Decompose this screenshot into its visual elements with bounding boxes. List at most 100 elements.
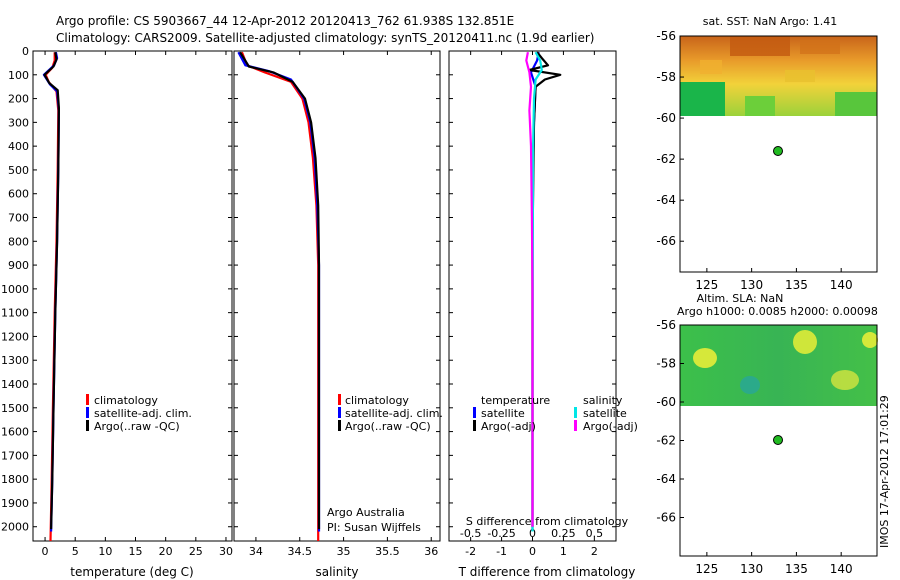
y-tick-label: 500 (8, 164, 29, 177)
x-tick-label: 135 (785, 278, 808, 292)
salinity-xlabel: salinity (315, 565, 358, 579)
y-tick-label: 600 (8, 188, 29, 201)
figure-title-line2: Climatology: CARS2009. Satellite-adjuste… (56, 31, 594, 45)
difference-axes: -2 -1 0 1 2 -0.5 -0.25 0 0.25 0.5 (449, 50, 616, 558)
sla-eddy (862, 332, 878, 348)
legend-header-salinity: salinity (583, 394, 623, 407)
x2-tick-label: -0.5 (460, 527, 481, 540)
temperature-xlabel: temperature (deg C) (70, 565, 193, 579)
y-tick-label: -62 (656, 434, 676, 448)
sla-map (679, 324, 878, 557)
sla-map-axes: 125 130 135 140 -56 -58 -60 -62 -64 -66 (656, 318, 852, 576)
y-tick-label: -56 (656, 29, 676, 43)
legend-swatch-argo (338, 420, 341, 431)
x-tick-label: 10 (98, 545, 112, 558)
x-tick-label: 36 (424, 545, 438, 558)
difference-series (525, 51, 562, 532)
x-tick-label: 30 (219, 545, 233, 558)
legend-header-temperature: temperature (481, 394, 550, 407)
legend-swatch-s-argo (574, 420, 577, 431)
x-tick-label: 140 (830, 562, 853, 576)
sla-map-subtitle: Argo h1000: 0.0085 h2000: 0.00098 (677, 305, 878, 318)
x-tick-label: 34 (249, 545, 263, 558)
y-tick-label: 100 (8, 69, 29, 82)
y-tick-label: -66 (656, 511, 676, 525)
sst-map-frame (679, 35, 878, 273)
sst-patch (785, 70, 815, 82)
sla-eddy (740, 376, 760, 394)
series-line-salinity-argo-adj- (525, 51, 534, 527)
y-tick-label: 300 (8, 116, 29, 129)
y-tick-label: 1500 (1, 402, 29, 415)
x-tick-label: -2 (465, 545, 476, 558)
series-line-satellite-adj-clim- (237, 51, 321, 532)
sla-eddy (693, 348, 717, 368)
salinity-axes: 34 34.5 35 35.5 36 (234, 50, 440, 558)
x-tick-label: 34.5 (287, 545, 312, 558)
y-tick-label: 1600 (1, 426, 29, 439)
temperature-axes: 0 5 10 15 20 25 300100200300400500600700800900… (1, 45, 233, 558)
legend-swatch-s-satellite (574, 407, 577, 418)
legend-label-argo: Argo(..raw -QC) (345, 420, 431, 433)
x-tick-label: 15 (129, 545, 143, 558)
y-tick-label: -60 (656, 111, 676, 125)
y-tick-label: 1400 (1, 378, 29, 391)
y-tick-label: -62 (656, 152, 676, 166)
legend-swatch-climatology (86, 394, 89, 405)
legend-label-satellite: satellite-adj. clim. (94, 407, 192, 420)
y-tick-label: 2000 (1, 521, 29, 534)
sst-patch (700, 60, 722, 74)
y-tick-label: 900 (8, 259, 29, 272)
x-tick-label: 1 (560, 545, 567, 558)
legend-swatch-t-argo (473, 420, 476, 431)
x-tick-label: 0 (529, 545, 536, 558)
legend-label-t-argo: Argo(-adj) (481, 420, 536, 433)
series-line-argo-raw-qc- (43, 52, 60, 530)
y-tick-label: -64 (656, 472, 676, 486)
legend-swatch-satellite (338, 407, 341, 418)
y-tick-label: 1900 (1, 497, 29, 510)
salinity-legend: climatology satellite-adj. clim. Argo(..… (338, 394, 443, 433)
sst-patch (835, 92, 877, 116)
figure-title-line1: Argo profile: CS 5903667_44 12-Apr-2012 … (56, 14, 514, 28)
difference-xlabel2: S difference from climatology (466, 515, 629, 528)
series-line-salinity-satellite (531, 51, 543, 532)
x-tick-label: 135 (785, 562, 808, 576)
temperature-legend: climatology satellite-adj. clim. Argo(..… (86, 394, 192, 433)
legend-label-argo: Argo(..raw -QC) (94, 420, 180, 433)
sst-patch (800, 40, 840, 54)
legend-swatch-satellite (86, 407, 89, 418)
y-tick-label: 1300 (1, 354, 29, 367)
x2-tick-label: 0.5 (586, 527, 604, 540)
float-position-marker (773, 146, 783, 156)
x-tick-label: 130 (740, 278, 763, 292)
x-tick-label: 35.5 (375, 545, 400, 558)
y-tick-label: 1800 (1, 473, 29, 486)
y-tick-label: 1100 (1, 307, 29, 320)
difference-xlabel: T difference from climatology (458, 565, 636, 579)
y-tick-label: 200 (8, 93, 29, 106)
y-tick-label: 400 (8, 140, 29, 153)
sst-map-title: sat. SST: NaN Argo: 1.41 (703, 15, 837, 28)
y-tick-label: -56 (656, 318, 676, 332)
x-tick-label: 5 (72, 545, 79, 558)
legend-label-climatology: climatology (345, 394, 409, 407)
x-tick-label: 20 (159, 545, 173, 558)
x-tick-label: 125 (695, 562, 718, 576)
float-position-marker (773, 435, 783, 445)
salinity-annotation-line1: Argo Australia (327, 506, 405, 519)
temperature-plot-frame (32, 50, 233, 542)
sst-patch (680, 82, 725, 116)
salinity-annotation-line2: PI: Susan Wijffels (327, 521, 421, 534)
x-tick-label: 130 (740, 562, 763, 576)
y-tick-label: 700 (8, 212, 29, 225)
y-tick-label: 1200 (1, 330, 29, 343)
x-tick-label: 125 (695, 278, 718, 292)
x-tick-label: -1 (496, 545, 507, 558)
salinity-series (237, 51, 321, 541)
x2-tick-label: 0.25 (551, 527, 576, 540)
x-tick-label: 25 (189, 545, 203, 558)
y-tick-label: -58 (656, 357, 676, 371)
series-line-argo-raw-qc- (239, 51, 321, 530)
